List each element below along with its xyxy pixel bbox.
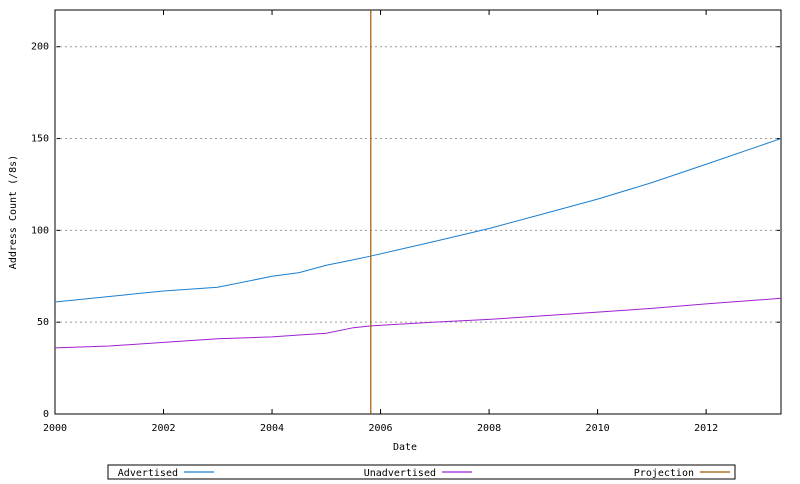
y-tick-label: 50 [37, 317, 49, 328]
series-line [54, 297, 782, 349]
x-tick-label: 2000 [43, 423, 67, 434]
x-tick-label: 2010 [586, 423, 610, 434]
legend-box [107, 464, 736, 480]
x-tick-label: 2004 [260, 423, 284, 434]
series-line [54, 138, 782, 303]
y-tick-label: 200 [31, 42, 49, 53]
x-tick-label: 2006 [369, 423, 393, 434]
y-tick-label: 150 [31, 134, 49, 145]
x-tick-label: 2012 [694, 423, 718, 434]
legend-label: Advertised [118, 468, 178, 479]
y-tick-label: 0 [43, 409, 49, 420]
x-tick-label: 2008 [477, 423, 501, 434]
x-tick-label: 2002 [151, 423, 175, 434]
y-tick-label: 100 [31, 225, 49, 236]
legend-label: Unadvertised [364, 468, 436, 479]
x-axis-label: Date [393, 442, 417, 453]
plot-frame [54, 9, 782, 415]
legend-label: Projection [634, 468, 694, 479]
y-axis-label: Address Count (/8s) [8, 155, 19, 269]
